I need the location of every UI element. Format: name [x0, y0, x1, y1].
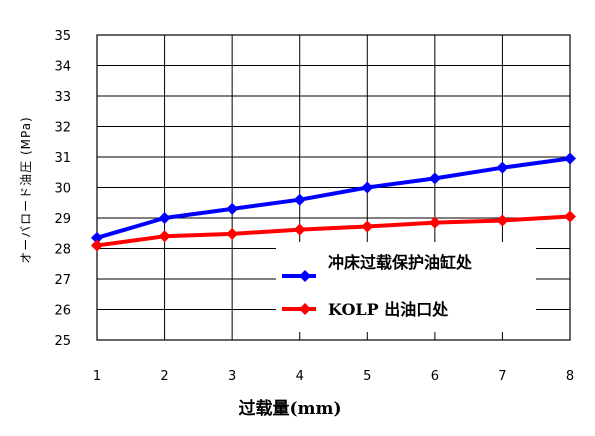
y-tick-label-6: 31 — [54, 151, 71, 166]
y-tick-label-5: 30 — [54, 182, 71, 197]
series-1-point-1 — [91, 231, 103, 244]
plot-area-border — [96, 34, 571, 341]
legend-item-1: 冲床过载保护油缸处 — [282, 253, 473, 282]
legend-label-1: 冲床过载保护油缸处 — [328, 253, 473, 272]
y-tick-label-2: 27 — [54, 273, 71, 288]
series-2-point-5 — [361, 220, 374, 233]
series-1-point-2 — [158, 212, 171, 224]
series-line-1 — [96, 156, 571, 240]
legend-item-2: KOLP 出油口处 — [282, 300, 449, 319]
x-tick-label-5: 6 — [431, 369, 439, 384]
y-tick-label-9: 34 — [54, 60, 71, 75]
series-2-point-3 — [226, 227, 239, 240]
x-tick-label-6: 7 — [498, 369, 506, 384]
series-2-point-6 — [428, 216, 441, 229]
legend-marker-2 — [299, 303, 311, 315]
y-tick-label-7: 32 — [54, 121, 71, 136]
series-1-point-5 — [361, 181, 374, 194]
series-1-point-4 — [293, 193, 306, 206]
x-tick-label-2: 3 — [228, 369, 236, 384]
series-2-point-8 — [564, 210, 576, 223]
x-tick-label-0: 1 — [93, 369, 101, 384]
series-2-point-7 — [496, 214, 509, 227]
series-2-point-2 — [158, 230, 171, 243]
series-2-point-1 — [91, 239, 103, 252]
y-tick-label-1: 26 — [54, 304, 71, 319]
series-1-point-6 — [428, 172, 441, 185]
y-tick-label-10: 35 — [54, 29, 71, 44]
y-tick-label-8: 33 — [54, 90, 71, 105]
legend-marker-1 — [299, 270, 311, 282]
y-tick-label-3: 28 — [54, 243, 71, 258]
series — [91, 152, 576, 252]
legend: 冲床过载保护油缸处 KOLP 出油口处 — [276, 242, 536, 332]
series-1-point-3 — [226, 202, 239, 215]
x-tick-label-4: 5 — [363, 369, 371, 384]
x-axis-title: 过载量(mm) — [238, 398, 341, 419]
legend-box — [276, 242, 536, 332]
series-line-2 — [96, 214, 571, 248]
y-tick-label-4: 29 — [54, 212, 71, 227]
series-1-point-7 — [496, 161, 509, 174]
series-1-point-8 — [564, 152, 576, 165]
legend-label-2: KOLP 出油口处 — [328, 300, 449, 319]
series-2-point-4 — [293, 223, 306, 236]
x-tick-label-1: 2 — [160, 369, 168, 384]
x-tick-label-7: 8 — [566, 369, 574, 384]
y-tick-label-0: 25 — [54, 334, 71, 349]
x-tick-label-3: 4 — [296, 369, 304, 384]
y-axis-title: オーバロード油圧 (MPa) — [19, 116, 33, 263]
